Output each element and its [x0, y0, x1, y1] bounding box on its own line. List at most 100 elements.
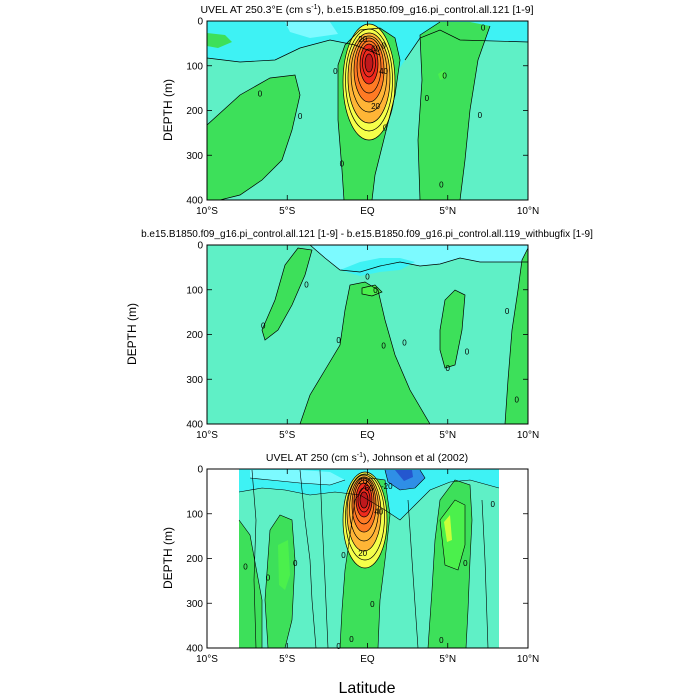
- y-tick-label: 100: [186, 285, 203, 296]
- contour-label: 0: [304, 280, 309, 289]
- contour-label: 0: [336, 642, 341, 651]
- x-tick-label: EQ: [360, 430, 375, 441]
- contour-label: 60: [365, 484, 374, 493]
- panel-3-dark-blue-core: [395, 470, 413, 481]
- panel-3-x-ticks: 10°S 5°S EQ 5°N 10°N: [196, 469, 539, 665]
- contour-label: 40: [374, 508, 383, 517]
- y-tick-label: 0: [197, 17, 203, 28]
- panel-2-contours: [207, 245, 528, 424]
- contour-label: 0: [439, 180, 444, 189]
- panel-1-contours: [207, 21, 528, 200]
- contour-label: 20: [358, 35, 367, 44]
- panel-1-contour-labels: 20 60 40 20 0 0 0 0 0 0 0 0 0 0 0: [258, 24, 486, 190]
- panel-1-light-cyan-patch: [285, 22, 338, 38]
- contour-label: 20: [371, 102, 380, 111]
- contour-label: 0: [243, 563, 248, 572]
- panel-2-ylabel: DEPTH (m): [125, 303, 139, 365]
- panel-3-ylabel: DEPTH (m): [161, 527, 175, 589]
- contour-label: 0: [463, 559, 468, 568]
- y-tick-label: 300: [186, 375, 203, 386]
- x-tick-label: 5°S: [279, 206, 296, 217]
- panel-3-zero-lines: [238, 469, 500, 648]
- y-tick-label: 300: [186, 151, 203, 162]
- panel-2-title: b.e15.B1850.f09_g16.pi_control.all.121 […: [141, 229, 593, 240]
- contour-label: 0: [515, 395, 520, 404]
- panel-2-green-patch: [362, 285, 382, 296]
- contour-label: 0: [370, 600, 375, 609]
- panel-2-green-center: [300, 282, 430, 424]
- contour-label: 0: [261, 322, 266, 331]
- x-tick-label: 5°N: [439, 654, 456, 665]
- panel-1-green-topleft: [207, 33, 232, 48]
- contour-label: 0: [425, 94, 430, 103]
- x-tick-label: 10°S: [196, 206, 218, 217]
- y-tick-label: 300: [186, 599, 203, 610]
- contour-label: 40: [379, 67, 388, 76]
- panel-1-title: UVEL AT 250.3°E (cm s-1), b.e15.B1850.f0…: [200, 4, 533, 16]
- y-tick-label: 200: [186, 554, 203, 565]
- contour-label: 0: [381, 342, 386, 351]
- y-tick-label: 200: [186, 106, 203, 117]
- x-tick-label: 10°N: [517, 654, 539, 665]
- x-tick-label: 10°S: [196, 430, 218, 441]
- x-tick-label: EQ: [360, 206, 375, 217]
- contour-label: 0: [336, 336, 341, 345]
- panel-1-x-ticks: 10°S 5°S EQ 5°N 10°N: [196, 21, 539, 217]
- y-tick-label: 100: [186, 61, 203, 72]
- panel-3-yellow-green-core: [444, 515, 452, 542]
- x-tick-label: 10°N: [517, 430, 539, 441]
- contour-label: 0: [446, 364, 451, 373]
- panel-3-no-data-region: [499, 469, 528, 629]
- panel-1-green-left: [207, 75, 300, 200]
- contour-label: 0: [402, 339, 407, 348]
- panel-3-title: UVEL AT 250 (cm s-1), Johnson et al (200…: [266, 452, 468, 464]
- panel-1-ylabel: DEPTH (m): [161, 79, 175, 141]
- panel-3-jet-contour-lines: [342, 471, 388, 569]
- contour-label: 0: [505, 307, 510, 316]
- y-tick-label: 0: [197, 241, 203, 252]
- contour-label: 0: [340, 159, 345, 168]
- contour-label: 0: [349, 635, 354, 644]
- panel-1-zero-lines: [207, 21, 528, 200]
- contour-label: 20: [358, 549, 367, 558]
- panel-1-green-dot: [438, 70, 446, 80]
- contour-label: 0: [383, 124, 388, 133]
- panel-3-green-right-core: [440, 500, 465, 570]
- panel-3: UVEL AT 250 (cm s-1), Johnson et al (200…: [161, 452, 539, 665]
- panel-3-light-cyan-region: [250, 470, 345, 485]
- y-tick-label: 100: [186, 509, 203, 520]
- panel-2-zero-lines: [261, 245, 528, 424]
- x-tick-label: 5°S: [279, 430, 296, 441]
- contour-label: 20: [358, 477, 367, 486]
- y-tick-label: 400: [186, 420, 203, 431]
- contour-label: 60: [371, 45, 380, 54]
- x-tick-label: 10°S: [196, 654, 218, 665]
- panel-2: b.e15.B1850.f09_g16.pi_control.all.121 […: [125, 229, 593, 441]
- x-tick-label: EQ: [360, 654, 375, 665]
- panel-3-contours: [238, 469, 500, 648]
- contour-label: 0: [293, 559, 298, 568]
- contour-label: 0: [465, 348, 470, 357]
- contour-label: 0: [490, 500, 495, 509]
- contour-label: 0: [481, 24, 486, 33]
- x-tick-label: 5°N: [439, 430, 456, 441]
- contour-label: 0: [298, 112, 303, 121]
- contour-label: 0: [258, 89, 263, 98]
- x-tick-label: 5°S: [279, 654, 296, 665]
- x-tick-label: 5°N: [439, 206, 456, 217]
- panel-2-x-ticks: 10°S 5°S EQ 5°N 10°N: [196, 245, 539, 441]
- contour-label: 0: [266, 573, 271, 582]
- x-tick-label: 10°N: [517, 206, 539, 217]
- contour-label: 0: [381, 42, 386, 51]
- contour-label: 0: [341, 551, 346, 560]
- panel-3-green-left-1: [239, 520, 262, 648]
- panel-2-green-right: [440, 290, 465, 368]
- panel-3-green-left-2-core: [278, 540, 290, 590]
- y-tick-label: 200: [186, 330, 203, 341]
- panel-2-green-far-right: [505, 248, 528, 424]
